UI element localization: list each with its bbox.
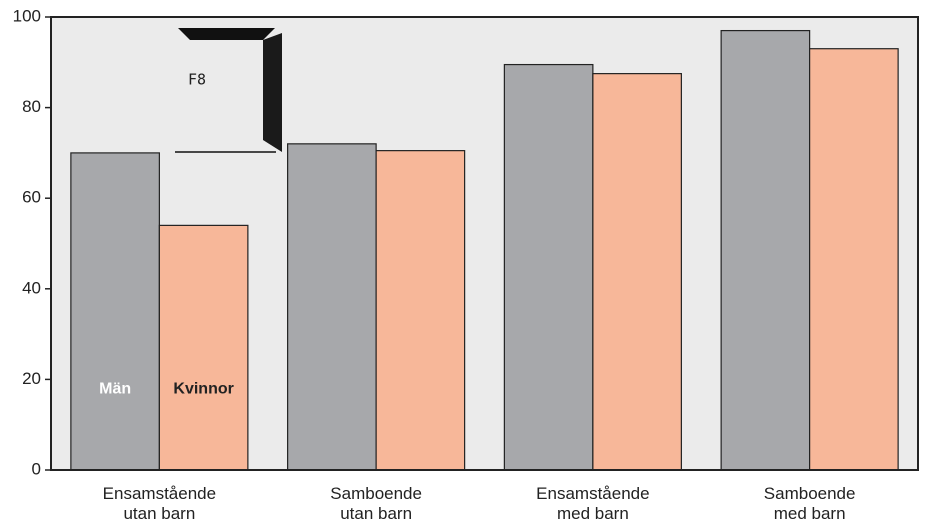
legend-label: Kvinnor	[173, 381, 233, 398]
y-tick-label: 0	[32, 459, 41, 478]
legend-label: Män	[99, 381, 131, 398]
x-tick-label: Ensamstående med barn	[536, 484, 650, 523]
bar	[287, 143, 377, 471]
bar	[503, 63, 594, 471]
annotation: F8	[188, 71, 206, 89]
x-tick-label: Samboende med barn	[763, 484, 856, 523]
bar	[158, 224, 249, 471]
y-tick-label: 20	[22, 369, 41, 388]
key-icon: F8	[175, 28, 282, 153]
bar	[592, 73, 682, 471]
y-tick-label: 60	[22, 188, 41, 207]
y-tick-label: 80	[22, 97, 41, 116]
y-tick-label: 40	[22, 278, 41, 297]
bar	[809, 48, 899, 471]
bar	[375, 150, 466, 471]
x-tick-label: Samboende utan barn	[330, 484, 422, 523]
bar	[70, 152, 160, 471]
bar	[720, 29, 811, 471]
y-tick-label: 100	[13, 6, 41, 25]
x-tick-label: Ensamstående utan barn	[102, 484, 217, 523]
plot-frame	[50, 16, 919, 471]
